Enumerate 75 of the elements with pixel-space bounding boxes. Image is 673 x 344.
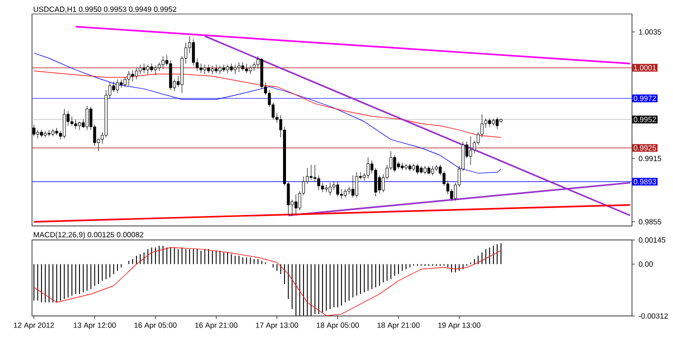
candlestick	[74, 119, 78, 130]
candlestick	[150, 63, 154, 72]
candlestick	[158, 62, 161, 72]
candlestick	[245, 63, 248, 74]
candlestick	[142, 63, 146, 74]
candlestick	[317, 175, 320, 190]
candlestick	[313, 164, 316, 182]
candlestick	[351, 175, 354, 198]
candlestick	[427, 166, 430, 175]
candlestick	[134, 68, 138, 80]
candlestick	[116, 79, 119, 94]
candlestick	[469, 136, 472, 166]
candlestick	[355, 172, 358, 198]
candlestick	[138, 64, 142, 74]
candlestick	[252, 62, 256, 72]
candlestick	[431, 166, 434, 176]
candlestick	[214, 64, 218, 74]
candlestick	[44, 130, 47, 138]
candlestick	[86, 106, 89, 130]
candlestick	[393, 155, 396, 172]
candlestick	[294, 194, 298, 215]
candlestick	[374, 168, 378, 197]
candlestick	[218, 65, 222, 74]
candlestick	[396, 161, 400, 170]
line-series	[34, 247, 502, 316]
candlestick	[70, 116, 74, 126]
candlestick	[154, 65, 157, 76]
candlestick	[124, 77, 127, 88]
candlestick	[40, 130, 43, 138]
candlestick	[234, 64, 237, 74]
candlestick	[62, 108, 66, 139]
candlestick	[260, 58, 264, 90]
candlestick	[366, 157, 370, 179]
candlestick	[210, 65, 214, 74]
candlestick	[230, 63, 233, 72]
candlestick	[127, 70, 130, 86]
candlestick	[416, 164, 419, 175]
candlestick	[169, 60, 172, 90]
candlestick	[500, 118, 502, 123]
candlestick	[51, 128, 54, 137]
candlestick	[332, 181, 336, 190]
candlestick	[496, 117, 499, 130]
candlestick	[200, 63, 202, 74]
candlestick	[488, 118, 492, 128]
candlestick	[321, 182, 324, 192]
candlestick	[203, 64, 206, 74]
candlestick	[104, 90, 108, 138]
candlestick	[131, 70, 134, 82]
candlestick	[146, 64, 150, 74]
candlestick	[328, 182, 332, 196]
candlestick	[344, 188, 347, 198]
candlestick	[310, 164, 313, 180]
candlestick	[412, 164, 416, 172]
candlestick	[248, 65, 252, 74]
candlestick	[226, 64, 230, 74]
candlestick	[55, 128, 58, 136]
candlestick	[434, 164, 438, 172]
candlestick	[192, 39, 195, 66]
candlestick	[112, 81, 116, 92]
candlestick	[222, 64, 226, 72]
candlestick	[207, 64, 210, 74]
candlestick	[348, 186, 351, 195]
candlestick	[36, 130, 40, 139]
candlestick	[492, 118, 495, 126]
candlestick	[238, 62, 240, 72]
candlestick	[78, 121, 81, 130]
candlestick	[420, 166, 423, 174]
candlestick	[404, 164, 408, 170]
candlestick	[48, 130, 51, 137]
candlestick	[162, 56, 164, 70]
candlestick	[324, 184, 328, 192]
candlestick	[336, 181, 340, 197]
candlestick	[340, 188, 343, 199]
candlestick	[408, 164, 412, 172]
candlestick	[424, 166, 426, 175]
